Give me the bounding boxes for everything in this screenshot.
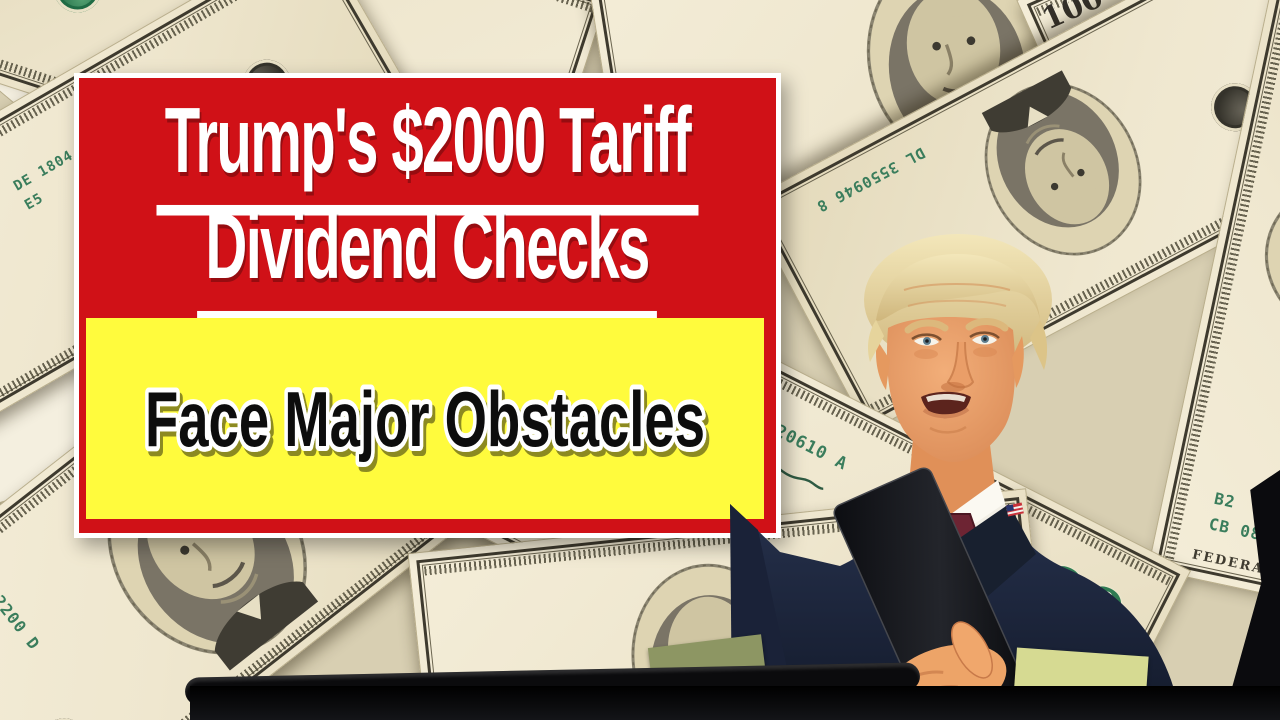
subheadline-box: Face Major Obstacles (86, 318, 764, 519)
bill-serial: DE 1804 (11, 147, 77, 195)
foreground-table-edge (190, 686, 1280, 720)
headline-line1: Trump's $2000 Tariff (79, 88, 776, 216)
franklin-portrait (1248, 158, 1280, 365)
headline-line2: Dividend Checks (79, 194, 776, 322)
federal-reserve-seal-icon (30, 708, 98, 720)
headline-text-line2: Dividend Checks (197, 193, 658, 322)
bill-serial: DL 3550946 8 (813, 143, 929, 216)
face (864, 234, 1052, 462)
subheadline-text: Face Major Obstacles (145, 375, 705, 463)
bill-plate: E5 (22, 190, 47, 214)
thumb (951, 621, 993, 679)
treasury-seal-icon (47, 0, 108, 19)
flag-pin-icon (1005, 502, 1024, 517)
subheadline: Face Major Obstacles (140, 370, 710, 468)
trump-photo (730, 234, 1181, 720)
headline-text-line1: Trump's $2000 Tariff (156, 87, 699, 216)
bill-plate: B2 (1212, 488, 1238, 512)
headline-box: Trump's $2000 Tariff Dividend Checks Fac… (74, 73, 781, 538)
headline: Trump's $2000 Tariff Dividend Checks (79, 78, 776, 322)
bill-serial: 32200 D (0, 583, 44, 654)
shirt-collar (897, 480, 1005, 540)
